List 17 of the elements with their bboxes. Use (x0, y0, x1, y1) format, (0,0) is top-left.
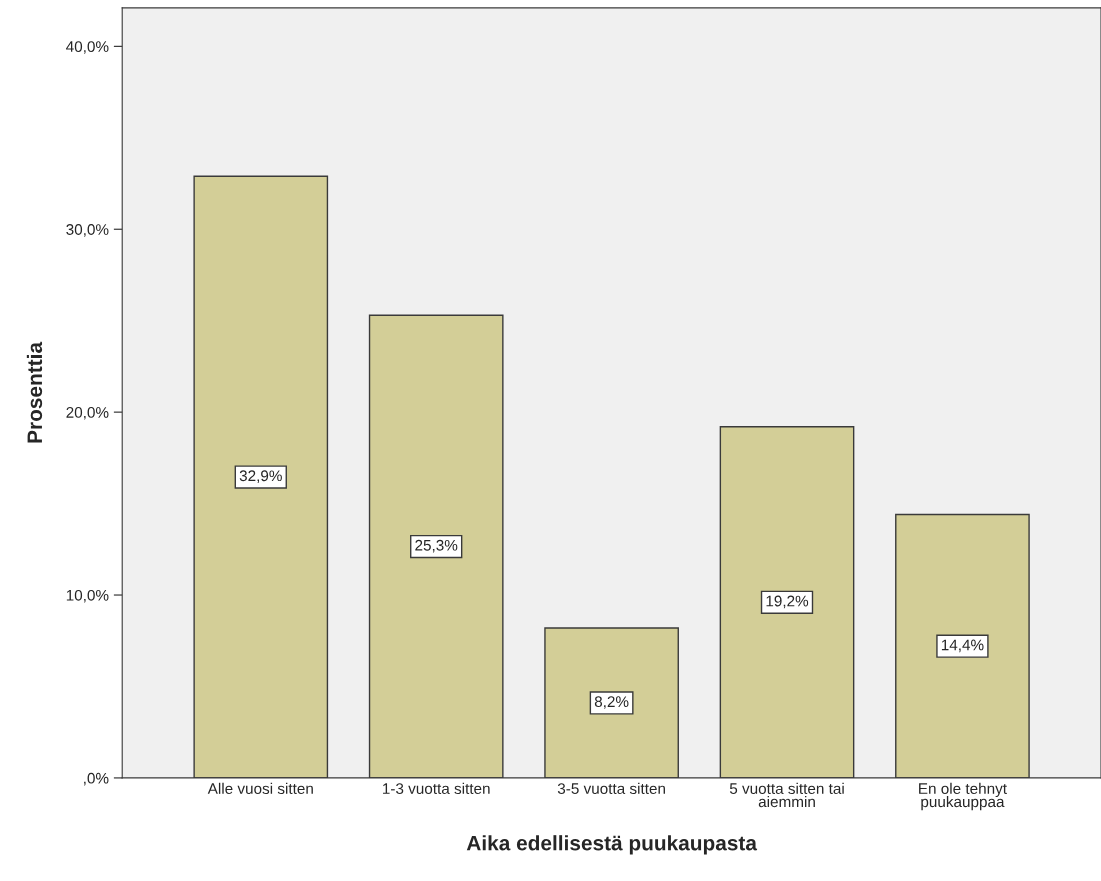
y-axis-title: Prosenttia (26, 341, 43, 443)
data-label: 25,3% (415, 539, 458, 553)
y-tick-label: 10,0% (66, 589, 109, 603)
data-label: 8,2% (594, 696, 629, 709)
data-label: 14,4% (941, 639, 984, 653)
y-tick-label: 30,0% (66, 224, 109, 237)
x-tick-label: 1-3 vuotta sitten (383, 782, 490, 795)
y-tick-label: 20,0% (66, 407, 109, 420)
y-tick-label: ,0% (84, 772, 109, 786)
x-tick-label: 3-5 vuotta sitten (557, 782, 665, 795)
data-label: 32,9% (239, 470, 282, 483)
x-tick-label: Alle vuosi sitten (207, 782, 313, 795)
data-label: 19,2% (766, 595, 809, 609)
x-tick-label: 5 vuotta sitten tai aiemmin (729, 782, 844, 808)
y-tick-label: 40,0% (66, 41, 109, 54)
x-tick-label: En ole tehnyt puukauppaa (919, 782, 1007, 811)
x-axis-title: Aika edellisestä puukaupasta (466, 835, 758, 855)
